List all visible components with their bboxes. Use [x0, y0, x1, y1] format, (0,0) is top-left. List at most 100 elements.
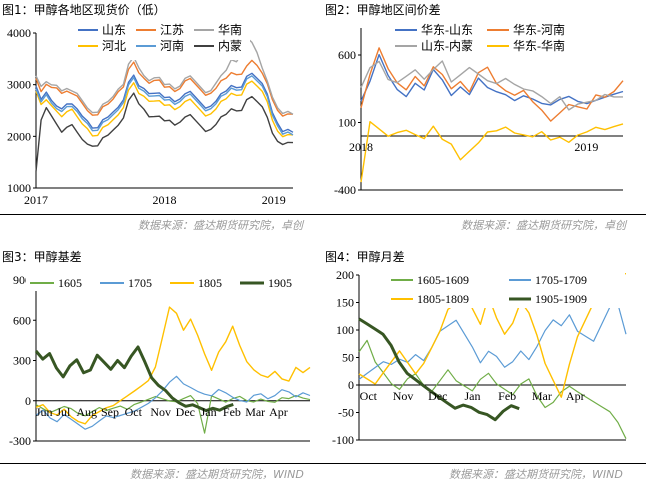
- x-tick-label: 2019: [574, 140, 598, 154]
- x-tick-label: Dec: [176, 405, 195, 419]
- series-line-1605-1609: [358, 339, 627, 439]
- x-tick-label: Oct: [360, 389, 378, 403]
- source-note: 数据来源：盛达期货研究院，卓创: [461, 219, 626, 232]
- chart-panel-1: 图1：甲醇各地区现货价（低） 1000 2000 3000 4000 2017 2018 2…: [0, 0, 323, 242]
- series-line-华东-华南: [360, 120, 624, 183]
- x-tick-label: Apr: [269, 405, 288, 419]
- legend-label: 江苏: [160, 23, 184, 37]
- y-tick-label: 150: [336, 296, 354, 310]
- x-tick-label: Aug: [76, 405, 97, 419]
- series-line-华南: [35, 36, 294, 115]
- y-tick-label: -300: [9, 434, 31, 448]
- series-line-内蒙: [35, 92, 294, 172]
- x-tick-label: Nov: [150, 405, 171, 419]
- y-tick-label: 0: [348, 378, 354, 392]
- x-tick-label: Jul: [56, 405, 71, 419]
- bottom-rule: [323, 214, 646, 215]
- x-tick-label: 2017: [24, 193, 48, 207]
- series-line-河北: [35, 80, 294, 138]
- chart-title: 图2：甲醇地区间价差: [325, 3, 441, 17]
- legend-label: 1605: [58, 276, 82, 290]
- legend-label: 华东-河南: [513, 22, 565, 37]
- x-tick-label: Mar: [532, 389, 552, 403]
- legend-label: 内蒙: [218, 39, 242, 53]
- chart-panel-4: 图4：甲醇月差 -100 -50 0 50 100 150 200 Oct Nov Dec Jan F…: [323, 242, 646, 484]
- y-tick-label: 2000: [7, 129, 31, 143]
- series-line-1805: [35, 306, 311, 425]
- x-tick-label: 2018: [349, 140, 373, 154]
- y-tick-label: 1000: [7, 181, 31, 195]
- chart-panel-2: 图2：甲醇地区间价差 -400 100 600 2018 2019 华东-山东 华东-河南山…: [323, 0, 646, 242]
- y-tick-label: 50: [342, 351, 354, 365]
- legend-label: 山东: [102, 23, 126, 37]
- legend-box: [389, 20, 579, 60]
- legend-label: 河北: [102, 39, 126, 53]
- y-tick-label: 0: [25, 394, 31, 408]
- x-tick-label: Dec: [428, 389, 447, 403]
- legend-label: 1705: [128, 276, 152, 290]
- y-tick-label: 4000: [7, 26, 31, 40]
- legend-box: [385, 268, 625, 308]
- chart-title: 图3：甲醇基差: [2, 250, 82, 264]
- y-tick-label: 300: [13, 354, 31, 368]
- y-tick-label: 100: [338, 116, 356, 130]
- legend-label: 华南: [218, 22, 242, 37]
- bottom-rule: [323, 463, 646, 464]
- x-tick-label: Apr: [566, 389, 585, 403]
- chart-title: 图4：甲醇月差: [325, 250, 405, 264]
- x-tick-label: Jun: [36, 405, 53, 419]
- series-line-河南: [35, 75, 294, 136]
- series-line-华东-河南: [360, 47, 624, 122]
- y-tick-label: 200: [336, 268, 354, 282]
- series-line-江苏: [35, 59, 294, 117]
- series-line-1605: [35, 395, 311, 434]
- chart-title: 图1：甲醇各地区现货价（低）: [2, 3, 166, 17]
- legend-label: 河南: [160, 38, 184, 53]
- x-tick-label: 2018: [153, 193, 177, 207]
- y-tick-label: 3000: [7, 78, 31, 92]
- source-note: 数据来源：盛达期货研究院，WIND: [130, 468, 304, 481]
- series-line-1705: [35, 375, 311, 430]
- bottom-rule: [0, 463, 323, 464]
- legend-label: 山东-内蒙: [421, 39, 473, 53]
- legend-label: 1705-1709: [535, 273, 587, 287]
- y-tick-label: 600: [13, 313, 31, 327]
- x-tick-label: Sep: [101, 405, 119, 419]
- y-tick-label: -50: [338, 406, 354, 420]
- legend-label: 华东-山东: [421, 23, 473, 37]
- series-line-1905: [34, 345, 234, 413]
- chart-panel-3: 图3：甲醇基差 -300 0 300 600 900 Jun Jul Aug Sep Oct Nov…: [0, 242, 323, 484]
- x-tick-label: Mar: [245, 405, 265, 419]
- legend-label: 1805-1809: [417, 292, 469, 306]
- source-note: 数据来源：盛达期货研究院，WIND: [449, 468, 623, 481]
- y-tick-label: 600: [338, 48, 356, 62]
- y-tick-label: 100: [336, 323, 354, 337]
- legend-label: 1805: [198, 276, 222, 290]
- series-line-1705-1709: [358, 303, 627, 380]
- bottom-rule: [0, 214, 323, 215]
- x-tick-label: Feb: [498, 389, 516, 403]
- series-line-1905-1909: [358, 317, 520, 422]
- series-line-山东-内蒙: [360, 60, 623, 111]
- legend-label: 华东-华南: [513, 38, 565, 53]
- x-tick-label: Oct: [125, 405, 143, 419]
- x-tick-label: Jan: [201, 405, 217, 419]
- x-tick-label: Nov: [393, 389, 414, 403]
- legend-label: 1905-1909: [535, 292, 587, 306]
- source-note: 数据来源：盛达期货研究院，卓创: [138, 219, 303, 232]
- x-tick-label: Feb: [223, 405, 241, 419]
- y-tick-label: -400: [334, 183, 356, 197]
- series-line-华东-山东: [360, 53, 624, 106]
- y-tick-label: -100: [332, 433, 354, 447]
- legend-label: 1605-1609: [417, 273, 469, 287]
- legend-box: [26, 271, 300, 291]
- chart-4-svg: -100 -50 0 50 100 150 200 Oct Nov Dec Jan Feb Mar Apr…: [332, 268, 627, 447]
- x-tick-label: 2019: [262, 193, 286, 207]
- series-line-山东: [35, 72, 294, 133]
- legend-label: 1905: [268, 276, 292, 290]
- legend-box: [72, 20, 250, 60]
- x-tick-label: Jan: [464, 389, 480, 403]
